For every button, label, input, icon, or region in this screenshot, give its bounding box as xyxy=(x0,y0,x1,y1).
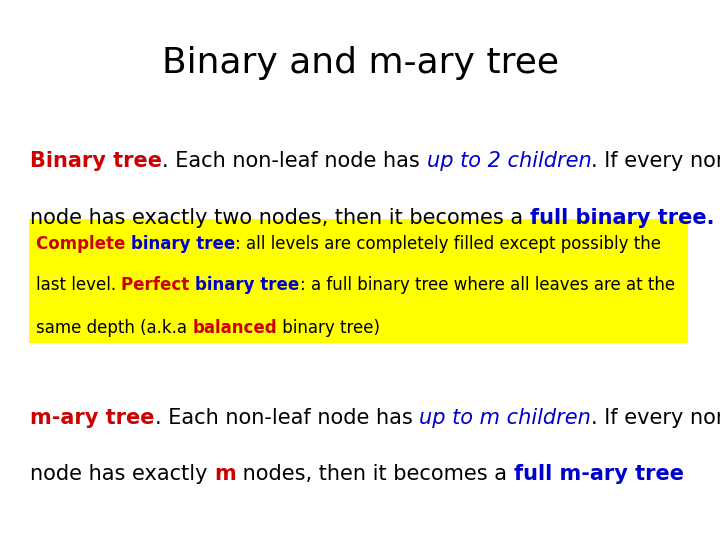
Text: m-ary tree: m-ary tree xyxy=(30,408,155,428)
Text: . Each non-leaf node has: . Each non-leaf node has xyxy=(155,408,419,428)
Text: : all levels are completely filled except possibly the: : all levels are completely filled excep… xyxy=(235,235,662,253)
Text: Binary and m-ary tree: Binary and m-ary tree xyxy=(161,46,559,80)
Text: balanced: balanced xyxy=(192,319,277,336)
Text: Binary tree: Binary tree xyxy=(30,151,162,171)
FancyBboxPatch shape xyxy=(29,219,688,343)
Text: same depth (a.k.a: same depth (a.k.a xyxy=(36,319,192,336)
Text: node has exactly two nodes, then it becomes a: node has exactly two nodes, then it beco… xyxy=(30,208,530,228)
Text: . If every non-leaf: . If every non-leaf xyxy=(591,408,720,428)
Text: last level.: last level. xyxy=(36,276,122,294)
Text: full binary tree.: full binary tree. xyxy=(530,208,714,228)
Text: nodes, then it becomes a: nodes, then it becomes a xyxy=(236,464,514,484)
Text: binary tree: binary tree xyxy=(131,235,235,253)
Text: Complete: Complete xyxy=(36,235,131,253)
Text: binary tree: binary tree xyxy=(195,276,300,294)
Text: binary tree): binary tree) xyxy=(277,319,380,336)
Text: up to m children: up to m children xyxy=(419,408,591,428)
Text: up to 2 children: up to 2 children xyxy=(427,151,591,171)
Text: . Each non-leaf node has: . Each non-leaf node has xyxy=(162,151,427,171)
Text: m: m xyxy=(215,464,236,484)
Text: node has exactly: node has exactly xyxy=(30,464,215,484)
Text: Perfect: Perfect xyxy=(122,276,195,294)
Text: : a full binary tree where all leaves are at the: : a full binary tree where all leaves ar… xyxy=(300,276,675,294)
Text: full m-ary tree: full m-ary tree xyxy=(514,464,684,484)
Text: . If every non-leaf: . If every non-leaf xyxy=(591,151,720,171)
